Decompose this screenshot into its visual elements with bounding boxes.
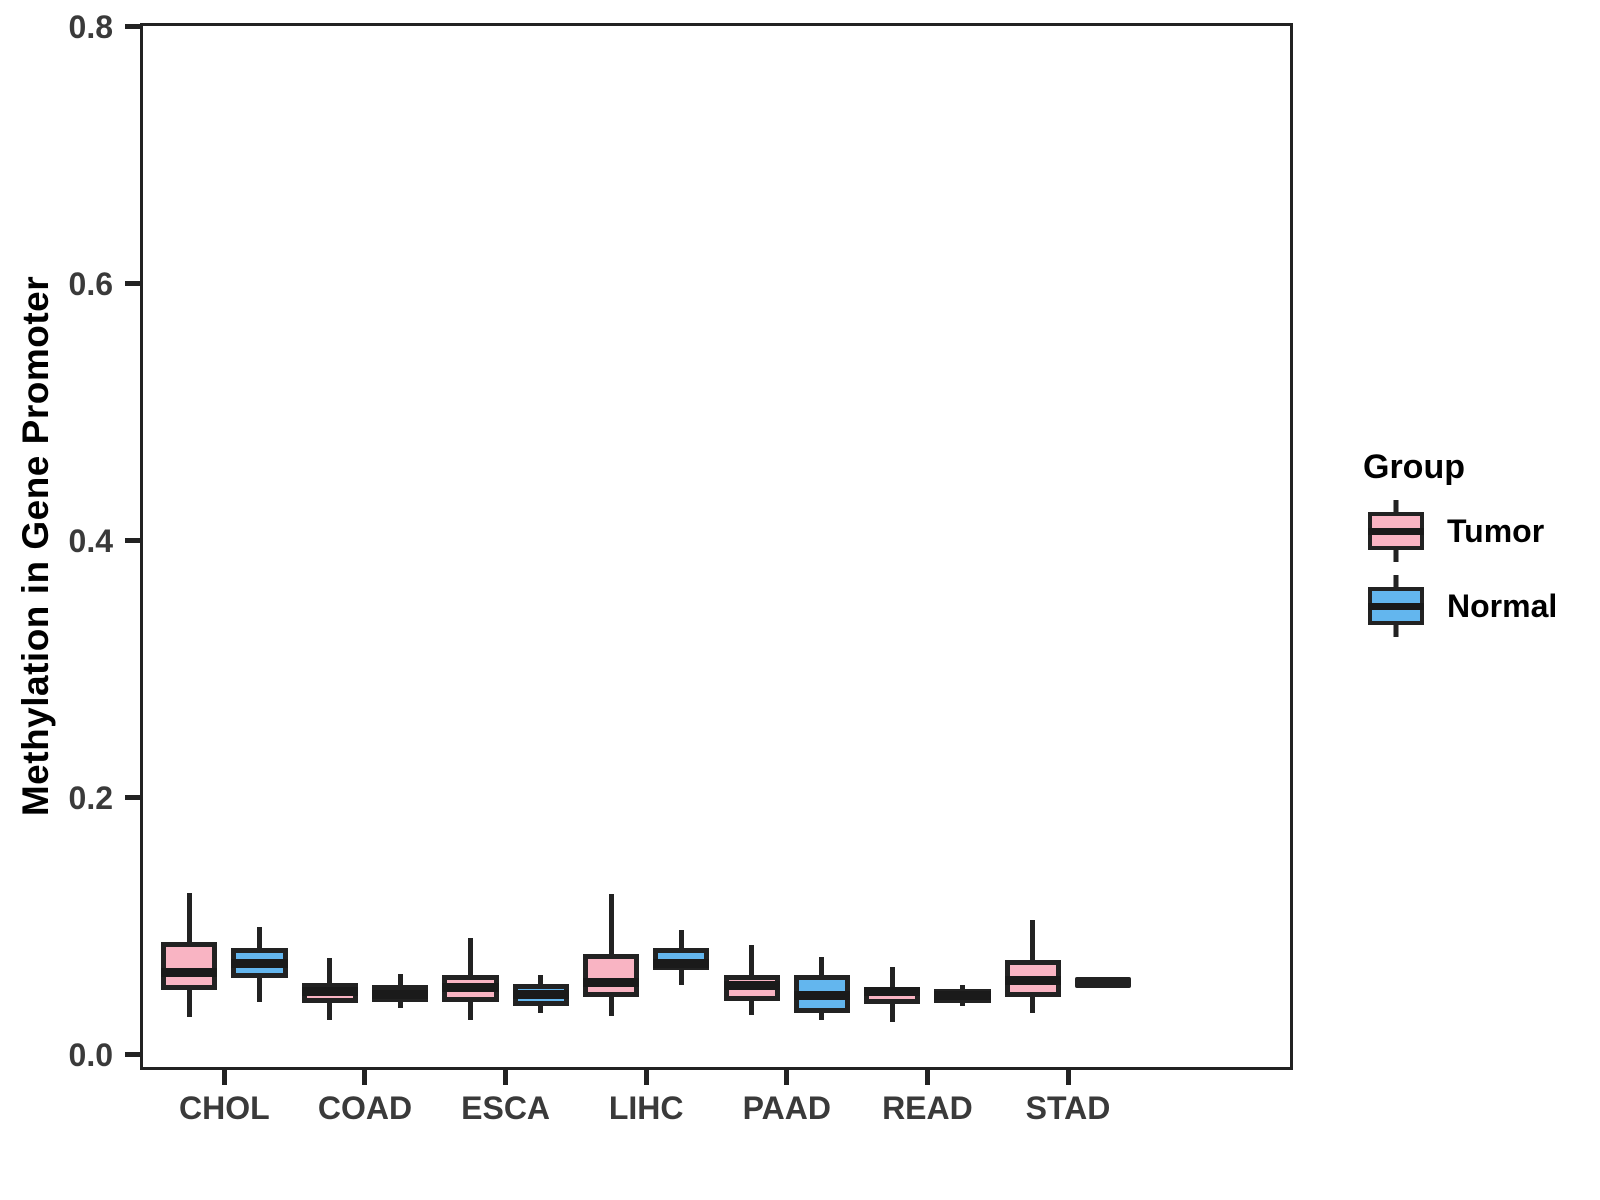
y-tick-0.6	[125, 281, 140, 287]
legend-item-normal: Normal	[1340, 575, 1557, 637]
median-tumor-paad	[723, 980, 780, 990]
median-tumor-chol	[161, 967, 218, 977]
legend-item-tumor: Tumor	[1340, 500, 1557, 562]
x-label-chol: CHOL	[179, 1090, 270, 1126]
y-tick-label-0.0: 0.0	[68, 1036, 113, 1073]
x-label-read: READ	[882, 1090, 973, 1126]
y-tick-0.8	[125, 24, 140, 30]
y-tick-0.2	[125, 795, 140, 801]
x-tick-read	[924, 1070, 930, 1085]
median-tumor-esca	[442, 983, 499, 993]
x-tick-esca	[503, 1070, 509, 1085]
median-tumor-read	[864, 987, 921, 997]
plot-panel: 0.0 0.2 0.4 0.6 0.8 CHOL COAD ESCA LIHC PAAD READ S…	[69, 11, 1293, 1124]
median-tumor-stad	[1004, 975, 1061, 985]
x-label-coad: COAD	[317, 1090, 413, 1126]
median-tumor-lihc	[582, 978, 640, 988]
legend-key-median-icon	[1368, 603, 1424, 610]
x-label-stad: STAD	[1025, 1090, 1111, 1126]
legend: Group Tumor Normal	[1340, 448, 1557, 637]
box-normal-stad	[1075, 976, 1132, 989]
legend-items: Tumor Normal	[1340, 500, 1557, 637]
x-tick-lihc	[643, 1070, 649, 1085]
median-normal-lihc	[653, 958, 710, 968]
box-tumor-lihc	[582, 954, 640, 997]
legend-label-tumor: Tumor	[1447, 512, 1545, 549]
x-label-esca: ESCA	[461, 1090, 551, 1126]
x-tick-chol	[221, 1070, 227, 1085]
y-tick-0.0	[125, 1052, 140, 1058]
median-normal-paad	[793, 990, 851, 1000]
legend-label-normal: Normal	[1447, 587, 1558, 624]
median-normal-read	[934, 990, 991, 1000]
legend-key-median-icon	[1368, 528, 1424, 535]
x-tick-coad	[362, 1070, 368, 1085]
legend-key-normal-boxplot-icon	[1368, 575, 1424, 637]
median-tumor-coad	[301, 987, 358, 997]
y-tick-0.4	[125, 538, 140, 544]
legend-title: Group	[1363, 448, 1465, 486]
y-tick-label-0.2: 0.2	[68, 779, 113, 816]
x-label-paad: PAAD	[742, 1090, 831, 1126]
median-normal-coad	[372, 989, 429, 999]
y-tick-label-0.8: 0.8	[68, 8, 113, 45]
x-label-lihc: LIHC	[608, 1090, 684, 1126]
median-normal-esca	[512, 989, 569, 999]
legend-key-tumor-boxplot-icon	[1368, 500, 1424, 562]
x-tick-paad	[784, 1070, 790, 1085]
y-tick-label-0.6: 0.6	[68, 265, 113, 302]
x-tick-stad	[1065, 1070, 1071, 1085]
box-tumor-chol	[161, 941, 218, 991]
median-normal-chol	[231, 958, 288, 968]
y-tick-label-0.4: 0.4	[68, 522, 113, 559]
